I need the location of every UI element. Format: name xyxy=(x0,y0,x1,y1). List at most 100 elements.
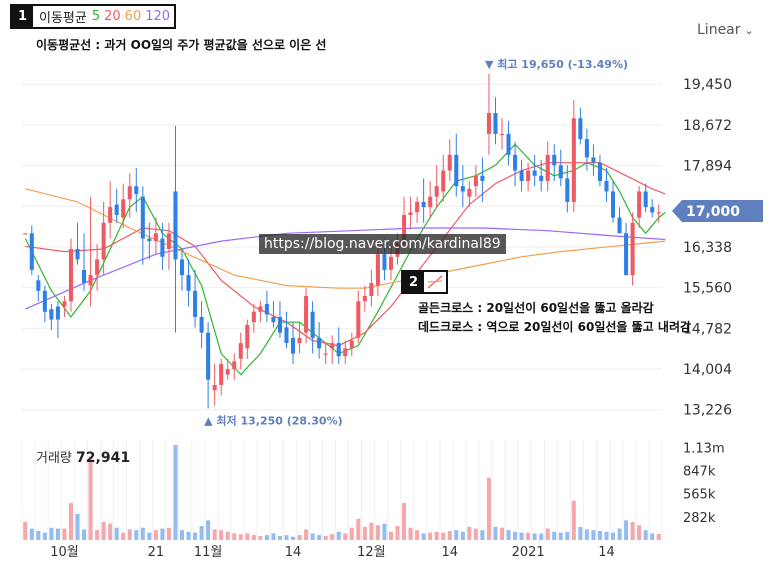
volume-tick-label: 847k xyxy=(683,465,716,480)
volume-bar xyxy=(578,526,583,540)
price-tick-label: 16,338 xyxy=(683,240,732,256)
volume-bar xyxy=(428,532,433,540)
candle-body xyxy=(486,112,491,134)
moving-average-lines xyxy=(24,143,666,376)
candle-body xyxy=(460,186,465,192)
volume-bar xyxy=(395,526,400,540)
price-tick-label: 15,560 xyxy=(683,281,732,297)
volume-bar xyxy=(604,531,609,540)
candle-body xyxy=(402,214,407,244)
candle-body xyxy=(336,343,341,357)
price-axis: 19,45018,67217,89417,11616,33815,56014,7… xyxy=(683,77,732,418)
current-price-badge: 17,000 xyxy=(672,200,763,222)
volume-bar xyxy=(513,531,518,540)
volume-bar xyxy=(304,529,309,540)
candle-body xyxy=(68,248,74,302)
date-tick-label: 14 xyxy=(441,545,458,560)
candle-body xyxy=(630,222,635,276)
volume-bar xyxy=(343,533,348,540)
volume-bar xyxy=(610,532,616,540)
candle-body xyxy=(552,154,557,166)
candle-body xyxy=(75,248,80,260)
volume-bar xyxy=(297,535,302,540)
golden-cross-note: 골든크로스 : 20일선이 60일선을 뚫고 올라감 xyxy=(418,301,654,315)
ma-120-label[interactable]: 120 xyxy=(145,9,171,24)
candle-body xyxy=(186,275,191,291)
date-tick-label: 12월 xyxy=(357,545,386,560)
candle-body xyxy=(127,186,132,200)
candle-body xyxy=(238,343,243,359)
ma-caption: 이동평균선 : 과거 OO일의 주가 평균값을 선으로 이은 선 xyxy=(36,38,327,52)
candle-body xyxy=(388,256,394,270)
volume-bar xyxy=(284,535,289,540)
candle-body xyxy=(310,311,315,338)
volume-bar xyxy=(114,527,119,540)
volume-bar xyxy=(193,532,198,540)
candle-body xyxy=(212,384,217,391)
volume-bar xyxy=(323,535,328,540)
moving-average-legend[interactable]: 1 이동평균 5 20 60 120 xyxy=(10,4,177,29)
candle-body xyxy=(277,316,282,333)
candle-body xyxy=(101,222,106,260)
candle-body xyxy=(271,316,276,323)
volume-bar xyxy=(356,518,361,540)
candle-body xyxy=(362,296,367,302)
chevron-down-icon: ⌄ xyxy=(744,23,754,37)
volume-bar xyxy=(375,525,380,540)
volume-tick-label: 282k xyxy=(683,511,716,526)
volume-bar xyxy=(95,530,100,540)
candle-body xyxy=(349,340,354,349)
volume-bar xyxy=(643,530,648,540)
volume-bar xyxy=(369,522,374,540)
candle-body xyxy=(591,157,596,163)
volume-bar xyxy=(408,527,413,540)
candle-body xyxy=(356,301,361,338)
candle-body xyxy=(343,348,348,357)
volume-bars xyxy=(23,444,661,540)
volume-bar xyxy=(29,528,34,540)
candle-body xyxy=(173,191,178,260)
cross-icon xyxy=(424,272,446,292)
volume-bar xyxy=(258,535,263,540)
candle-body xyxy=(199,316,204,333)
candle-body xyxy=(49,309,54,320)
candle-body xyxy=(532,170,537,176)
volume-bar xyxy=(153,530,158,540)
candle-body xyxy=(153,233,158,242)
price-tick-label: 14,782 xyxy=(683,321,732,337)
candle-body xyxy=(650,207,655,213)
volume-bar xyxy=(486,477,491,540)
volume-bar xyxy=(225,531,230,540)
candle-body xyxy=(219,364,224,385)
scale-dropdown[interactable]: Linear ⌄ xyxy=(697,22,754,38)
price-tick-label: 19,450 xyxy=(683,77,732,93)
candle-body xyxy=(114,204,119,215)
volume-bar xyxy=(199,526,204,540)
ma-20-line xyxy=(25,162,666,347)
candle-body xyxy=(147,238,152,242)
price-tick-label: 18,672 xyxy=(683,118,732,134)
ma-20-label[interactable]: 20 xyxy=(104,9,121,24)
volume-bar xyxy=(349,527,354,540)
volume-bar xyxy=(415,530,420,540)
ma-5-label[interactable]: 5 xyxy=(91,9,101,24)
candle-body xyxy=(428,196,433,208)
volume-bar xyxy=(179,530,185,540)
candle-body xyxy=(382,254,387,270)
volume-bar xyxy=(552,531,557,540)
candle-body xyxy=(610,191,616,218)
legend-badge: 1 xyxy=(12,6,33,27)
candle-body xyxy=(23,233,28,235)
candle-body xyxy=(62,301,67,307)
volume-label: 거래량 72,941 xyxy=(36,447,130,466)
ma-120-line xyxy=(25,227,666,310)
candle-body xyxy=(637,191,642,218)
volume-bar xyxy=(101,521,106,540)
volume-bar xyxy=(232,533,237,540)
scale-label: Linear xyxy=(697,22,741,38)
volume-bar xyxy=(499,527,505,540)
candle-body xyxy=(284,327,289,344)
ma-60-label[interactable]: 60 xyxy=(124,9,142,24)
volume-bar xyxy=(402,503,407,540)
